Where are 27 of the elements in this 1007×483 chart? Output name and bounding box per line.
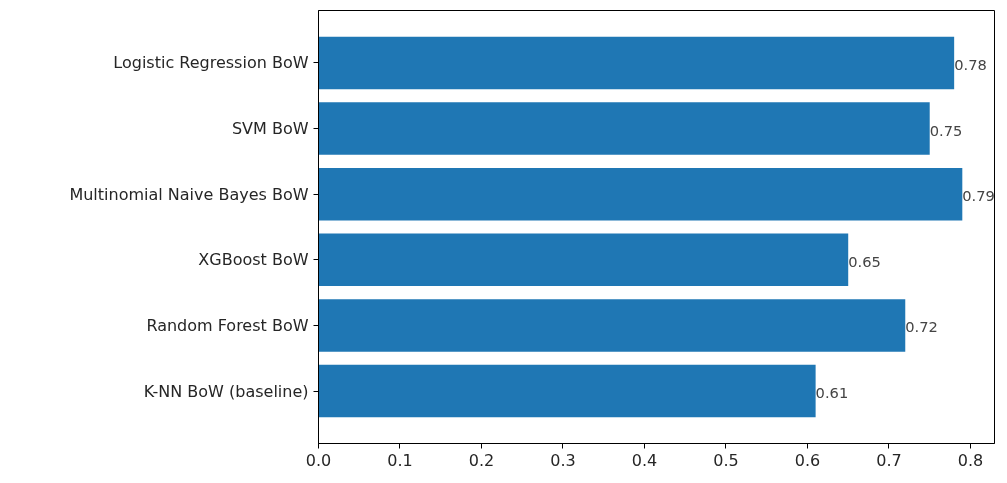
y-tick-label: Random Forest BoW xyxy=(146,315,309,335)
bar xyxy=(318,167,963,221)
data-label: 0.79 xyxy=(962,187,995,205)
x-tick-label: 0.8 xyxy=(957,450,984,470)
bar xyxy=(318,233,849,287)
y-tick-label: K-NN BoW (baseline) xyxy=(143,381,309,401)
data-label: 0.78 xyxy=(954,55,987,73)
x-tick-label: 0.7 xyxy=(876,450,902,470)
data-label: 0.72 xyxy=(905,318,938,336)
y-tick-label: SVM BoW xyxy=(231,119,309,139)
x-tick-label: 0.0 xyxy=(305,450,332,470)
data-label: 0.61 xyxy=(815,384,849,402)
data-label: 0.65 xyxy=(848,252,881,270)
y-tick-label: Logistic Regression BoW xyxy=(113,53,309,73)
x-tick-label: 0.1 xyxy=(387,450,413,470)
x-tick-label: 0.4 xyxy=(631,450,658,470)
x-tick-label: 0.5 xyxy=(713,450,739,470)
bar xyxy=(318,102,930,155)
x-tick-label: 0.3 xyxy=(550,450,576,470)
bar xyxy=(318,36,955,90)
bar xyxy=(318,364,816,418)
x-tick-label: 0.2 xyxy=(468,450,495,470)
data-label: 0.75 xyxy=(929,121,963,139)
bar xyxy=(318,299,906,352)
y-tick-label: Multinomial Naive Bayes BoW xyxy=(69,184,309,204)
x-tick-label: 0.6 xyxy=(794,450,821,470)
y-tick-label: XGBoost BoW xyxy=(198,250,309,270)
